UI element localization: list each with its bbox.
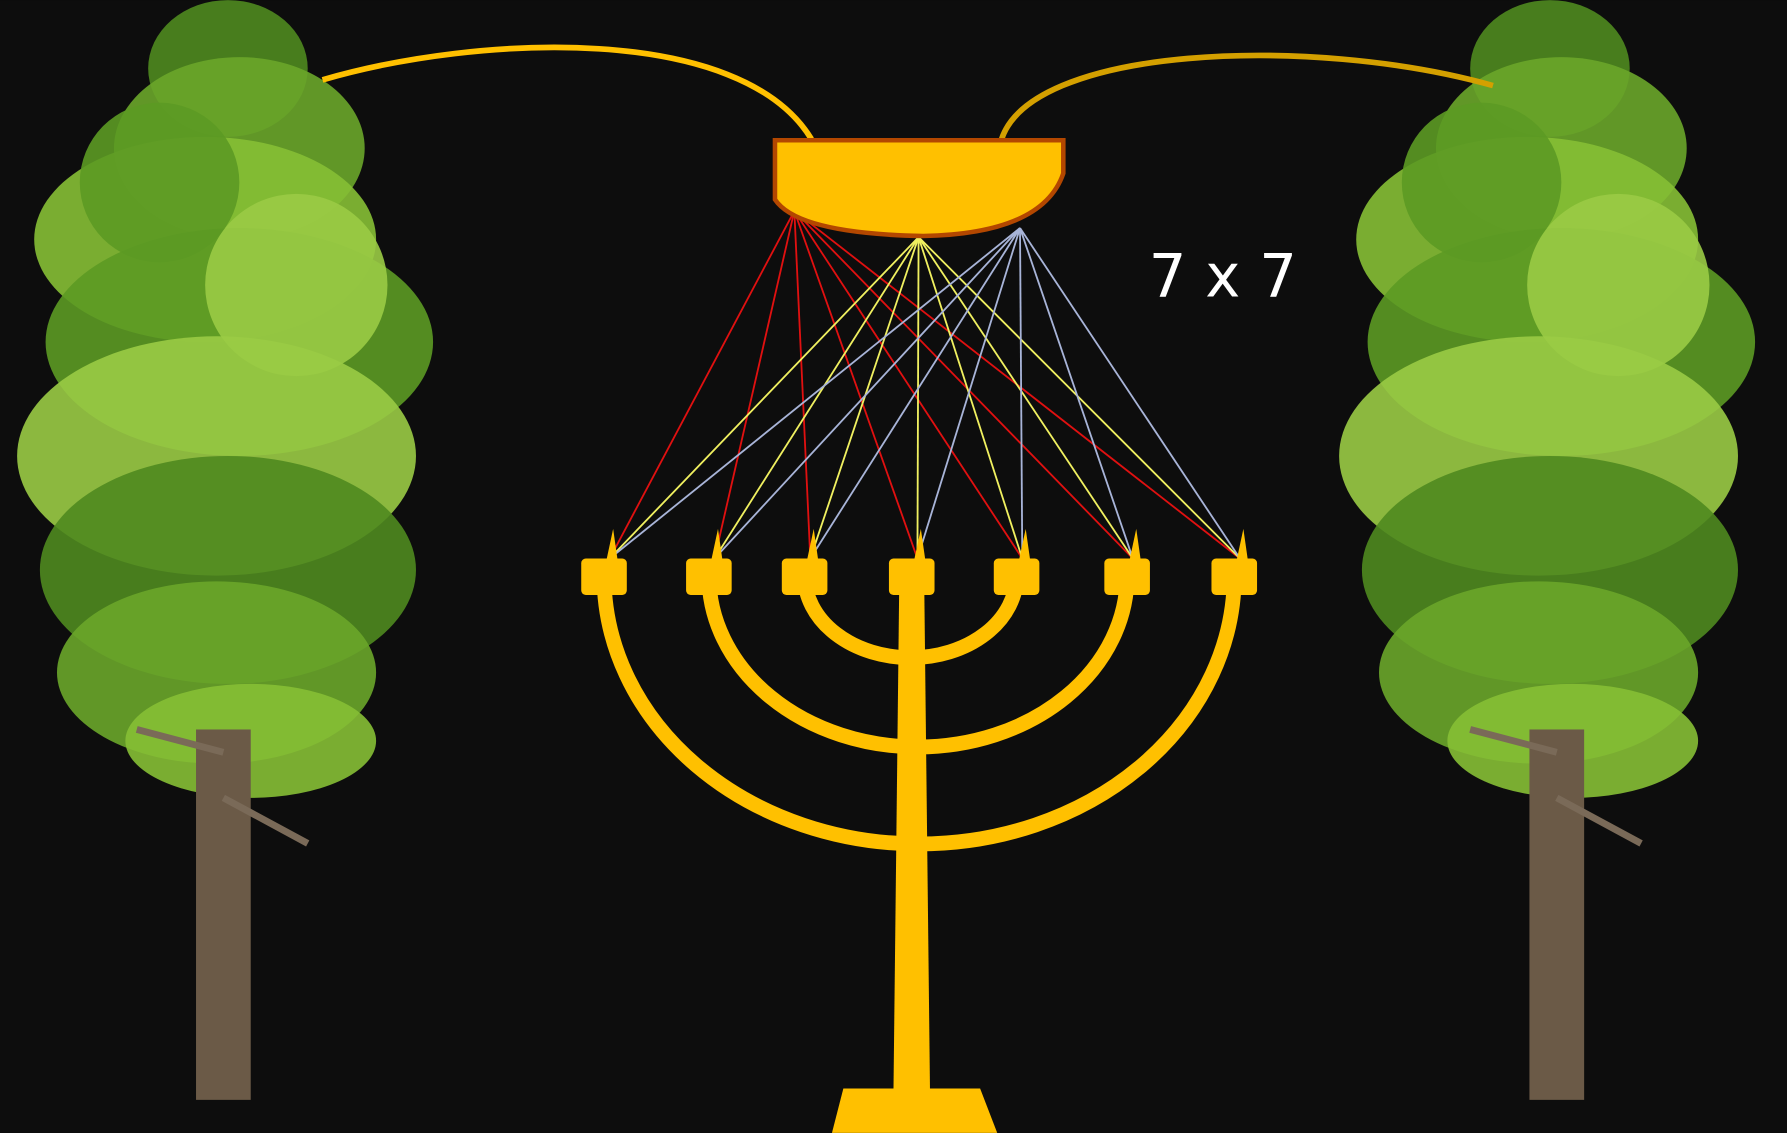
- cup: [581, 559, 627, 595]
- foliage: [205, 194, 387, 376]
- cup: [782, 559, 828, 595]
- cup: [1104, 559, 1150, 595]
- foliage: [125, 684, 376, 798]
- cup: [686, 559, 732, 595]
- trunk: [196, 729, 251, 1099]
- foliage: [1402, 103, 1562, 263]
- cup: [889, 559, 935, 595]
- cup: [994, 559, 1040, 595]
- cup: [1211, 559, 1257, 595]
- label: 7 x 7: [1149, 241, 1297, 310]
- connection-line: [917, 237, 918, 558]
- base: [832, 1088, 997, 1132]
- foliage: [80, 103, 240, 263]
- page: 7 x 7 (() => { const data = JSON.parse(d…: [0, 0, 1787, 1133]
- trunk: [1529, 729, 1584, 1099]
- stem: [894, 587, 930, 1088]
- foliage: [1527, 194, 1709, 376]
- illustration: 7 x 7: [0, 0, 1787, 1133]
